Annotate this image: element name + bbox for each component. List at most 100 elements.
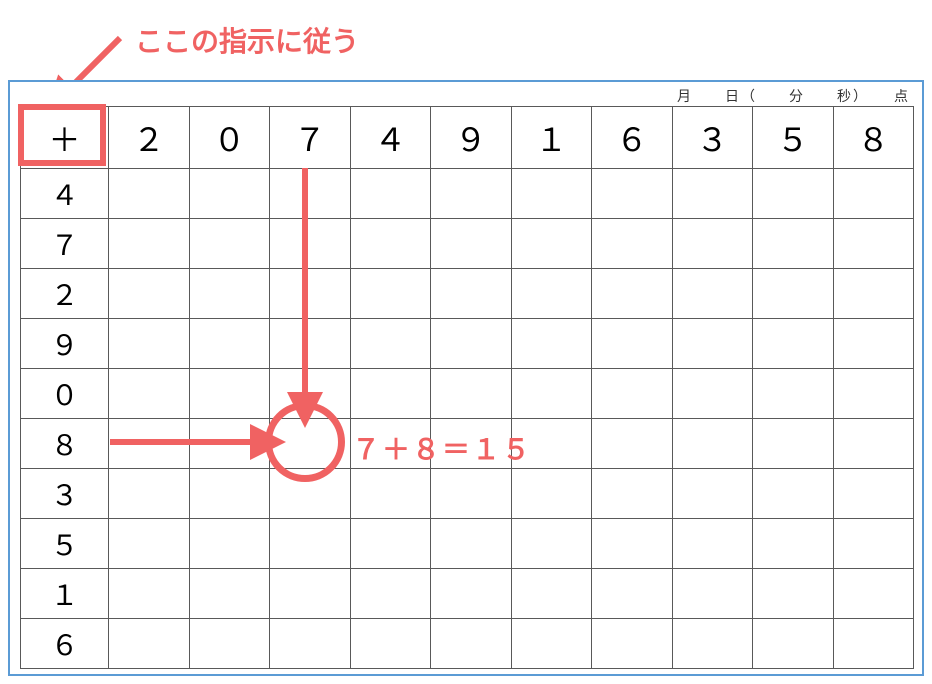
date-labels: 月 日（ 分 秒） 点 xyxy=(677,86,910,106)
col-header: ２ xyxy=(109,107,190,169)
col-header: ３ xyxy=(672,107,753,169)
answer-cell xyxy=(189,319,270,369)
answer-cell xyxy=(753,319,834,369)
col-header: ８ xyxy=(833,107,914,169)
answer-cell xyxy=(270,619,351,669)
row-header: １ xyxy=(21,569,109,619)
answer-cell xyxy=(189,369,270,419)
col-header: ０ xyxy=(189,107,270,169)
answer-cell xyxy=(109,369,190,419)
answer-cell xyxy=(109,219,190,269)
answer-cell xyxy=(350,469,431,519)
answer-cell xyxy=(350,519,431,569)
hundred-grid-table: ＋２０７４９１６３５８４７２９０８３５１６ xyxy=(20,106,914,669)
answer-cell xyxy=(270,369,351,419)
answer-cell xyxy=(511,569,592,619)
answer-cell xyxy=(511,619,592,669)
answer-cell xyxy=(511,469,592,519)
answer-cell xyxy=(431,619,512,669)
row-header: ８ xyxy=(21,419,109,469)
col-header: ７ xyxy=(270,107,351,169)
answer-cell xyxy=(511,319,592,369)
instruction-title: ここの指示に従う xyxy=(135,20,359,60)
answer-cell xyxy=(431,319,512,369)
answer-cell xyxy=(350,169,431,219)
answer-cell xyxy=(350,569,431,619)
row-header: ９ xyxy=(21,319,109,369)
answer-cell xyxy=(109,269,190,319)
answer-cell xyxy=(270,219,351,269)
answer-cell xyxy=(270,519,351,569)
answer-cell xyxy=(833,219,914,269)
answer-cell xyxy=(189,219,270,269)
answer-cell xyxy=(189,619,270,669)
answer-cell xyxy=(753,469,834,519)
answer-cell xyxy=(270,419,351,469)
answer-cell xyxy=(270,319,351,369)
answer-cell xyxy=(431,269,512,319)
answer-cell xyxy=(109,569,190,619)
answer-cell xyxy=(511,269,592,319)
answer-cell xyxy=(592,569,673,619)
answer-cell xyxy=(270,269,351,319)
answer-cell xyxy=(431,519,512,569)
answer-cell xyxy=(833,519,914,569)
answer-cell xyxy=(753,569,834,619)
row-header: ６ xyxy=(21,619,109,669)
answer-cell xyxy=(189,569,270,619)
row-header: ５ xyxy=(21,519,109,569)
answer-cell xyxy=(592,519,673,569)
col-header: ６ xyxy=(592,107,673,169)
answer-cell xyxy=(672,519,753,569)
answer-cell xyxy=(431,169,512,219)
answer-cell xyxy=(109,419,190,469)
answer-cell xyxy=(753,419,834,469)
answer-cell xyxy=(189,169,270,219)
answer-cell xyxy=(109,619,190,669)
col-header: ５ xyxy=(753,107,834,169)
answer-cell xyxy=(270,469,351,519)
answer-cell xyxy=(592,169,673,219)
answer-cell xyxy=(189,469,270,519)
answer-cell xyxy=(833,269,914,319)
answer-cell xyxy=(189,519,270,569)
answer-cell xyxy=(592,469,673,519)
answer-cell xyxy=(753,369,834,419)
answer-cell xyxy=(431,469,512,519)
answer-cell xyxy=(592,269,673,319)
answer-cell xyxy=(592,619,673,669)
row-header: ０ xyxy=(21,369,109,419)
answer-cell xyxy=(189,269,270,319)
answer-cell xyxy=(350,619,431,669)
answer-cell xyxy=(753,619,834,669)
answer-cell xyxy=(511,369,592,419)
row-header: ２ xyxy=(21,269,109,319)
answer-cell xyxy=(753,269,834,319)
answer-cell xyxy=(350,269,431,319)
worksheet-frame: 月 日（ 分 秒） 点 ＋２０７４９１６３５８４７２９０８３５１６ xyxy=(8,80,924,676)
answer-cell xyxy=(109,469,190,519)
col-header: ４ xyxy=(350,107,431,169)
answer-cell xyxy=(511,219,592,269)
answer-cell xyxy=(350,319,431,369)
answer-cell xyxy=(592,319,673,369)
answer-cell xyxy=(672,169,753,219)
answer-cell xyxy=(109,319,190,369)
answer-cell xyxy=(833,569,914,619)
row-header: ３ xyxy=(21,469,109,519)
answer-cell xyxy=(592,369,673,419)
answer-cell xyxy=(431,219,512,269)
operator-cell: ＋ xyxy=(21,107,109,169)
col-header: １ xyxy=(511,107,592,169)
example-equation: ７＋８＝１５ xyxy=(352,428,532,468)
answer-cell xyxy=(350,219,431,269)
answer-cell xyxy=(109,169,190,219)
answer-cell xyxy=(592,219,673,269)
answer-cell xyxy=(672,269,753,319)
answer-cell xyxy=(753,219,834,269)
answer-cell xyxy=(511,519,592,569)
answer-cell xyxy=(431,369,512,419)
answer-cell xyxy=(672,569,753,619)
answer-cell xyxy=(592,419,673,469)
answer-cell xyxy=(672,419,753,469)
